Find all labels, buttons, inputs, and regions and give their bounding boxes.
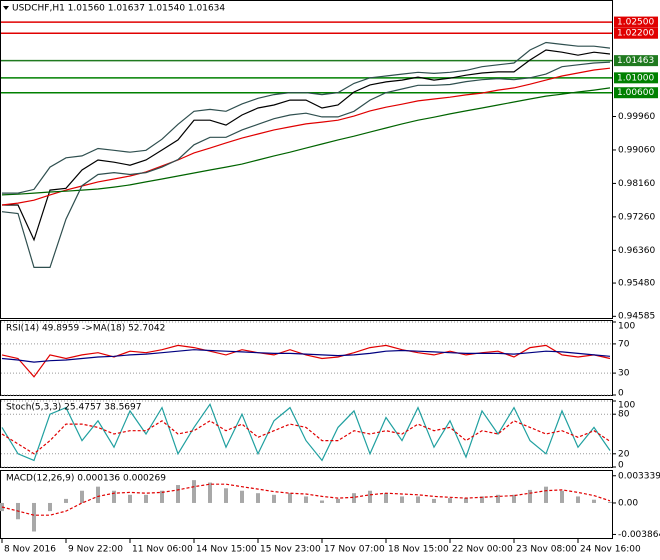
level-label: 1.02500	[617, 18, 654, 28]
histogram-bar	[160, 490, 164, 503]
histogram-bar	[512, 494, 516, 503]
histogram-bar	[192, 480, 196, 503]
histogram-bar	[576, 496, 580, 503]
histogram-bar	[320, 500, 324, 503]
histogram-bar	[176, 485, 180, 503]
histogram-bar	[544, 486, 548, 503]
histogram-bar	[32, 502, 36, 532]
histogram-bar	[448, 498, 452, 503]
y-tick-label: 0.00	[618, 498, 638, 508]
x-tick-label: 8 Nov 2016	[4, 545, 56, 555]
series-line	[1, 344, 611, 378]
x-tick-label: 17 Nov 07:00	[324, 545, 385, 555]
panel-title: MACD(12,26,9) 0.000136 0.000269	[6, 474, 166, 484]
y-tick-label: 0	[618, 461, 624, 471]
histogram-bar	[256, 493, 260, 503]
histogram-bar	[368, 490, 372, 503]
y-tick-label: -0.003864	[618, 530, 660, 540]
histogram-bar	[432, 498, 436, 503]
histogram-bar	[592, 499, 596, 503]
histogram-bar	[400, 496, 404, 503]
series-line	[2, 41, 611, 194]
level-label: 1.01463	[617, 56, 654, 66]
histogram-bar	[560, 490, 564, 503]
series-line	[1, 67, 611, 206]
y-tick-label: 0	[618, 389, 624, 399]
y-tick-label: 0.94585	[618, 312, 655, 322]
histogram-bar	[352, 493, 356, 503]
y-tick-label: 0.98160	[618, 179, 655, 189]
x-tick-label: 18 Nov 15:00	[388, 545, 449, 555]
histogram-bar	[272, 494, 276, 503]
panel-frame	[0, 0, 613, 319]
y-tick-label: 0.97260	[618, 212, 655, 222]
series-line	[1, 61, 611, 268]
histogram-bar	[144, 494, 148, 503]
histogram-bar	[240, 490, 244, 503]
panel-title: Stoch(5,3,3) 25.4757 38.5697	[6, 403, 141, 413]
x-tick-label: 15 Nov 23:00	[260, 545, 321, 555]
level-label-box	[614, 16, 658, 28]
y-tick-label: 0.003339	[618, 472, 660, 482]
histogram-bar	[384, 493, 388, 503]
x-tick-label: 24 Nov 16:00	[580, 545, 641, 555]
y-tick-label: 70	[618, 339, 630, 349]
y-tick-label: 0.99060	[618, 145, 655, 155]
y-tick-label: 0.99960	[618, 112, 655, 122]
panel-title: USDCHF,H1 1.01560 1.01637 1.01540 1.0163…	[12, 4, 225, 14]
level-label-box	[614, 87, 658, 99]
histogram-bar	[496, 494, 500, 503]
histogram-bar	[608, 501, 612, 503]
y-tick-label: 100	[618, 401, 635, 411]
x-tick-label: 9 Nov 22:00	[68, 545, 123, 555]
y-tick-label: 0.96360	[618, 246, 655, 256]
histogram-bar	[288, 493, 292, 503]
histogram-bar	[80, 490, 84, 503]
histogram-bar	[96, 486, 100, 503]
level-label-box	[614, 27, 658, 39]
y-tick-label: 100	[618, 322, 635, 332]
y-tick-label: 20	[618, 449, 630, 459]
histogram-bar	[208, 482, 212, 503]
y-tick-label: 0.95480	[618, 279, 655, 289]
histogram-bar	[480, 496, 484, 503]
histogram-bar	[528, 489, 532, 503]
level-label-box	[614, 55, 658, 67]
series-line	[2, 49, 611, 242]
series-line	[1, 349, 611, 363]
histogram-bar	[464, 498, 468, 503]
series-line	[1, 483, 611, 516]
y-tick-label: 30	[618, 369, 630, 379]
histogram-bar	[48, 502, 52, 512]
panel-frame	[0, 320, 613, 396]
histogram-bar	[112, 490, 116, 503]
symbol-icon	[3, 6, 9, 10]
series-line	[1, 87, 611, 196]
level-label-box	[614, 72, 658, 84]
panel-title: RSI(14) 49.8959 ->MA(18) 52.7042	[6, 324, 165, 334]
panel-frame	[0, 399, 613, 468]
series-line	[1, 420, 611, 455]
x-tick-label: 22 Nov 00:00	[452, 545, 513, 555]
level-label: 1.00600	[617, 88, 654, 98]
histogram-bar	[224, 488, 228, 503]
histogram-bar	[336, 498, 340, 503]
x-tick-label: 11 Nov 06:00	[132, 545, 193, 555]
histogram-bar	[304, 496, 308, 503]
histogram-bar	[416, 496, 420, 503]
level-label: 1.02200	[617, 29, 654, 39]
x-tick-label: 23 Nov 08:00	[516, 545, 577, 555]
x-tick-label: 14 Nov 15:00	[196, 545, 257, 555]
level-label: 1.01000	[617, 73, 654, 83]
series-line	[1, 403, 611, 462]
y-tick-label: 80	[618, 410, 630, 420]
histogram-bar	[128, 494, 132, 503]
histogram-bar	[64, 498, 68, 503]
